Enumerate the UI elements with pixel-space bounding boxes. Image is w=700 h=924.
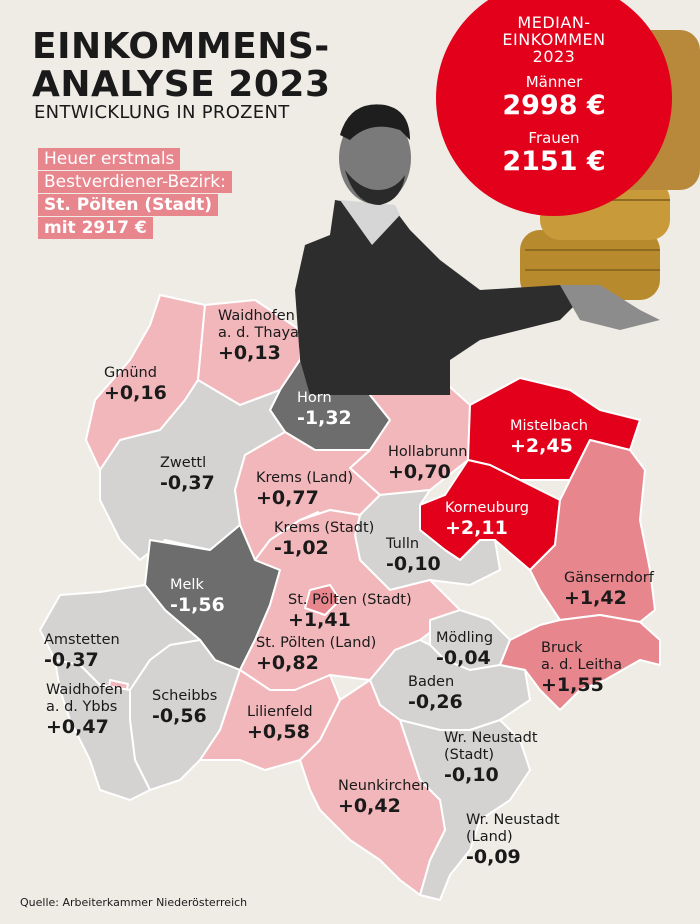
district-name: Amstetten bbox=[44, 632, 120, 648]
district-value: +0,47 bbox=[46, 716, 109, 738]
district-name: Gmünd bbox=[104, 365, 157, 381]
district-value: -1,56 bbox=[170, 594, 225, 616]
median-women-value: 2151 € bbox=[502, 146, 606, 177]
label-hollabrunn: Hollabrunn +0,70 bbox=[388, 444, 467, 483]
district-value: -1,02 bbox=[274, 537, 329, 559]
district-name: Korneuburg bbox=[445, 500, 529, 516]
district-name: Hollabrunn bbox=[388, 444, 468, 460]
median-title-line1: MEDIAN- bbox=[517, 13, 591, 32]
highlight-line3: St. Pölten (Stadt) bbox=[38, 194, 219, 216]
highlight-line4: mit 2917 € bbox=[38, 217, 153, 239]
district-value: +1,41 bbox=[288, 609, 351, 631]
district-value: +0,16 bbox=[104, 382, 167, 404]
district-value: +0,58 bbox=[247, 721, 310, 743]
district-name: Wr. Neustadt (Land) bbox=[466, 812, 560, 845]
label-tulln: Tulln -0,10 bbox=[386, 536, 441, 575]
median-men-value: 2998 € bbox=[502, 90, 606, 121]
label-melk: Melk -1,56 bbox=[170, 577, 225, 616]
median-men-label: Männer bbox=[525, 73, 583, 91]
district-value: +0,42 bbox=[338, 795, 401, 817]
label-krems-stadt: Krems (Stadt) -1,02 bbox=[274, 520, 374, 559]
district-name: Waidhofen a. d. Thaya bbox=[218, 308, 299, 341]
label-st-poelten-stadt: St. Pölten (Stadt) +1,41 bbox=[288, 592, 412, 631]
label-moedling: Mödling -0,04 bbox=[436, 630, 493, 669]
label-korneuburg: Korneuburg +2,11 bbox=[445, 500, 529, 539]
district-value: -0,37 bbox=[160, 472, 215, 494]
median-title-line3: 2023 bbox=[532, 47, 576, 66]
district-lilienfeld bbox=[199, 669, 341, 771]
district-name: Krems (Stadt) bbox=[274, 520, 375, 536]
district-name: Mödling bbox=[436, 630, 494, 646]
title-line2: ANALYSE 2023 bbox=[32, 64, 331, 105]
label-amstetten: Amstetten -0,37 bbox=[44, 632, 120, 671]
median-title-line2: EINKOMMEN bbox=[502, 30, 606, 49]
district-name: St. Pölten (Land) bbox=[256, 635, 377, 651]
district-name: Melk bbox=[170, 577, 204, 593]
label-neunkirchen: Neunkirchen +0,42 bbox=[338, 778, 430, 817]
district-value: -0,26 bbox=[408, 691, 463, 713]
median-women-label: Frauen bbox=[528, 129, 580, 147]
district-value: -0,04 bbox=[436, 647, 491, 669]
district-neunkirchen bbox=[299, 679, 446, 896]
district-value: +1,42 bbox=[564, 587, 627, 609]
page-subtitle: ENTWICKLUNG IN PROZENT bbox=[34, 102, 290, 123]
label-bruck: Bruck a. d. Leitha +1,55 bbox=[541, 640, 622, 696]
page-title: EINKOMMENS- ANALYSE 2023 bbox=[32, 28, 331, 104]
district-name: Tulln bbox=[386, 536, 420, 552]
district-value: -1,32 bbox=[297, 407, 352, 429]
median-income-circle: MEDIAN- EINKOMMEN 2023 Männer 2998 € Fra… bbox=[436, 0, 672, 216]
district-value: -0,10 bbox=[444, 764, 499, 786]
label-zwettl: Zwettl -0,37 bbox=[160, 455, 215, 494]
label-krems-land: Krems (Land) +0,77 bbox=[256, 470, 353, 509]
district-name: Krems (Land) bbox=[256, 470, 354, 486]
district-zwettl bbox=[99, 379, 286, 561]
district-bruck bbox=[499, 614, 661, 711]
label-mistelbach: Mistelbach +2,45 bbox=[510, 418, 588, 457]
district-value: +0,82 bbox=[256, 652, 319, 674]
title-line1: EINKOMMENS- bbox=[32, 26, 330, 67]
district-st-poelten-stadt bbox=[304, 584, 341, 616]
district-amstetten-south bbox=[54, 659, 151, 801]
district-name: Wr. Neustadt (Stadt) bbox=[444, 730, 538, 763]
district-name: Horn bbox=[297, 390, 332, 406]
district-name: Scheibbs bbox=[152, 688, 218, 704]
district-value: +0,77 bbox=[256, 487, 319, 509]
label-wr-neustadt-land: Wr. Neustadt (Land) -0,09 bbox=[466, 812, 560, 868]
highlight-box: Heuer erstmals Bestverdiener-Bezirk: St.… bbox=[38, 148, 232, 240]
district-value: +1,55 bbox=[541, 674, 604, 696]
district-name: St. Pölten (Stadt) bbox=[288, 592, 412, 608]
district-name: Bruck a. d. Leitha bbox=[541, 640, 623, 673]
label-baden: Baden -0,26 bbox=[408, 674, 463, 713]
district-name: Lilienfeld bbox=[247, 704, 313, 720]
label-st-poelten-land: St. Pölten (Land) +0,82 bbox=[256, 635, 376, 674]
district-name: Zwettl bbox=[160, 455, 207, 471]
district-value: +0,70 bbox=[388, 461, 451, 483]
district-value: +2,11 bbox=[445, 517, 508, 539]
label-waidhofen-ybbs: Waidhofen a. d. Ybbs +0,47 bbox=[46, 682, 123, 738]
label-waidhofen-thaya: Waidhofen a. d. Thaya +0,13 bbox=[218, 308, 299, 364]
district-value: +0,13 bbox=[218, 342, 281, 364]
district-name: Waidhofen a. d. Ybbs bbox=[46, 682, 123, 715]
district-value: -0,10 bbox=[386, 553, 441, 575]
district-name: Baden bbox=[408, 674, 455, 690]
label-scheibbs: Scheibbs -0,56 bbox=[152, 688, 217, 727]
label-gaenserndorf: Gänserndorf +1,42 bbox=[564, 570, 654, 609]
highlight-line2: Bestverdiener-Bezirk: bbox=[38, 171, 232, 193]
label-wr-neustadt-stadt: Wr. Neustadt (Stadt) -0,10 bbox=[444, 730, 538, 786]
district-value: -0,09 bbox=[466, 846, 521, 868]
highlight-line1: Heuer erstmals bbox=[38, 148, 181, 170]
district-value: -0,37 bbox=[44, 649, 99, 671]
district-name: Gänserndorf bbox=[564, 570, 654, 586]
label-horn: Horn -1,32 bbox=[297, 390, 352, 429]
district-name: Mistelbach bbox=[510, 418, 588, 434]
label-lilienfeld: Lilienfeld +0,58 bbox=[247, 704, 313, 743]
district-value: +2,45 bbox=[510, 435, 573, 457]
district-name: Neunkirchen bbox=[338, 778, 430, 794]
district-value: -0,56 bbox=[152, 705, 207, 727]
label-gmuend: Gmünd +0,16 bbox=[104, 365, 167, 404]
source-note: Quelle: Arbeiterkammer Niederösterreich bbox=[20, 896, 248, 909]
